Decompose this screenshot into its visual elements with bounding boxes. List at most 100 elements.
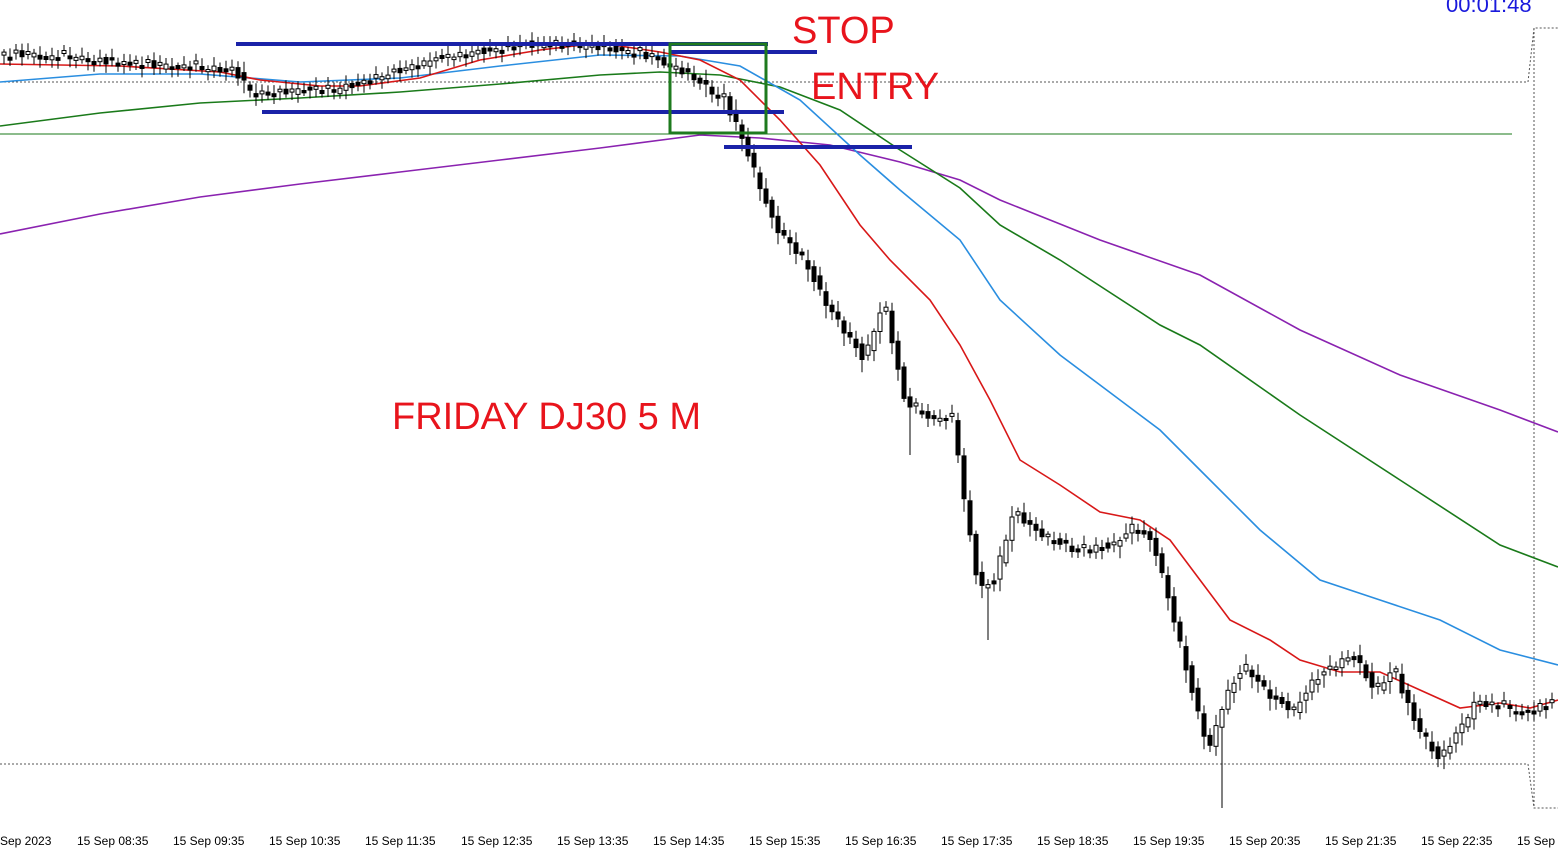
candle-body [475, 49, 481, 55]
candle-body [643, 51, 649, 60]
candle-body [835, 311, 841, 320]
candle-body [1519, 711, 1525, 716]
candle-body [841, 320, 847, 334]
candle-body [721, 93, 727, 98]
x-tick-label: 15 Sep 17:35 [941, 834, 1013, 848]
x-tick-label: 15 Sep 10:35 [269, 834, 341, 848]
candle-body [487, 47, 493, 52]
candle-body [403, 67, 409, 71]
candle-body [1015, 511, 1021, 516]
candle-body [931, 415, 937, 420]
x-tick-label: 15 Sep 18:35 [1037, 834, 1109, 848]
candle-body [427, 60, 433, 67]
candle-body [1045, 533, 1051, 538]
x-tick-label: 15 Sep 12:35 [461, 834, 533, 848]
candle-body [1177, 621, 1183, 642]
x-tick-label: 15 Sep 19:35 [1133, 834, 1205, 848]
candle-body [1459, 723, 1465, 734]
candle-body [919, 410, 925, 415]
candle-body [1435, 746, 1441, 760]
candle-body [859, 343, 865, 360]
candle-body [907, 396, 913, 408]
candle-body [163, 63, 169, 70]
entry-label: ENTRY [811, 66, 940, 108]
candle-body [223, 68, 229, 73]
candle-body [61, 50, 67, 54]
candle-body [121, 61, 127, 65]
candle-body [361, 79, 367, 85]
candle-body [1477, 700, 1483, 705]
candle-body [37, 54, 43, 60]
candle-body [379, 76, 385, 81]
candle-body [817, 275, 823, 290]
candle-body [469, 51, 475, 57]
candle-body [1267, 689, 1273, 699]
candle-body [625, 50, 631, 54]
candle-body [1285, 701, 1291, 711]
candle-body [1111, 541, 1117, 546]
candle-body [43, 56, 49, 60]
candle-body [457, 51, 463, 58]
candle-body [1363, 664, 1369, 679]
candle-body [433, 57, 439, 62]
candle-body [301, 90, 307, 94]
candle-body [853, 338, 859, 349]
candle-body [169, 66, 175, 70]
candle-body [415, 65, 421, 70]
candle-body [871, 330, 877, 352]
x-tick-label: 15 Sep 14:35 [653, 834, 725, 848]
trade-overlays [236, 42, 912, 149]
candle-body [895, 340, 901, 370]
candle-body [55, 57, 61, 61]
candle-body [133, 59, 139, 64]
candle-body [265, 91, 271, 96]
candle-body [325, 84, 331, 89]
candle-body [1411, 702, 1417, 722]
candle-body [1171, 596, 1177, 623]
candle-body [937, 417, 943, 422]
candle-body [355, 81, 361, 86]
candle-body [865, 344, 871, 356]
candle-body [373, 74, 379, 79]
candle-body [1321, 671, 1327, 676]
dotted-level-right-lower [1527, 763, 1558, 809]
candle-body [925, 411, 931, 419]
candle-body [1471, 701, 1477, 720]
candle-body [115, 62, 121, 67]
candle-body [421, 60, 427, 67]
candle-body [1273, 695, 1279, 700]
candle-body [991, 580, 997, 585]
candle-body [91, 61, 97, 65]
candle-body [1327, 665, 1333, 670]
x-tick-label: 15 Sep [1517, 834, 1556, 848]
candle-body [943, 418, 949, 421]
candle-body [637, 47, 643, 52]
candle-body [703, 80, 709, 85]
candle-body [1489, 701, 1495, 706]
candle-body [607, 47, 613, 52]
candle-body [1429, 741, 1435, 752]
candle-body [787, 237, 793, 244]
candle-body [1255, 674, 1261, 682]
candle-body [1189, 665, 1195, 693]
dotted-level-right-upper [1527, 27, 1558, 83]
candle-body [211, 65, 217, 72]
candle-body [1075, 548, 1081, 553]
candle-body [901, 366, 907, 399]
candle-body [1135, 529, 1141, 534]
candle-body [1213, 725, 1219, 747]
candle-body [1225, 689, 1231, 710]
entry-box [668, 42, 768, 135]
candle-body [127, 61, 133, 66]
candle-body [955, 420, 961, 456]
candle-body [1039, 528, 1045, 538]
candle-body [619, 47, 625, 52]
candle-body [271, 93, 277, 98]
candle-body [1291, 706, 1297, 711]
candle-body [49, 55, 55, 61]
candle-body [949, 412, 955, 417]
candle-body [187, 66, 193, 71]
candle-body [679, 67, 685, 75]
candle-body [685, 68, 691, 73]
